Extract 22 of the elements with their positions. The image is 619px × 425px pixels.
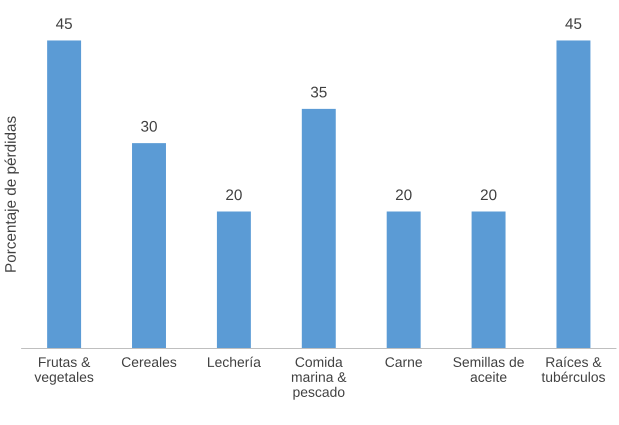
x-tick-label: Lechería bbox=[208, 356, 261, 368]
x-tick-label: Comida marina & pescado bbox=[292, 356, 346, 400]
data-label: 45 bbox=[56, 18, 72, 30]
bar bbox=[47, 40, 82, 348]
bar bbox=[216, 212, 251, 348]
y-axis-title: Porcentaje de pérdidas bbox=[4, 116, 19, 272]
data-label: 20 bbox=[396, 189, 412, 200]
bar bbox=[132, 143, 166, 348]
data-label: 45 bbox=[565, 18, 582, 30]
data-label: 30 bbox=[141, 120, 157, 132]
x-tick-label: Semillas de aceite bbox=[453, 356, 524, 382]
bar bbox=[302, 108, 336, 348]
data-label: 20 bbox=[226, 189, 242, 200]
data-label: 35 bbox=[310, 86, 327, 98]
bar bbox=[556, 40, 590, 348]
x-tick-label: Carne bbox=[385, 357, 422, 368]
bar bbox=[472, 212, 506, 348]
data-label: 20 bbox=[480, 189, 496, 200]
x-tick-label: Raíces & tubérculos bbox=[542, 356, 605, 382]
bar bbox=[386, 212, 421, 348]
x-tick-label: Cereales bbox=[122, 356, 176, 368]
x-tick-label: Frutas & vegetales bbox=[34, 357, 94, 385]
